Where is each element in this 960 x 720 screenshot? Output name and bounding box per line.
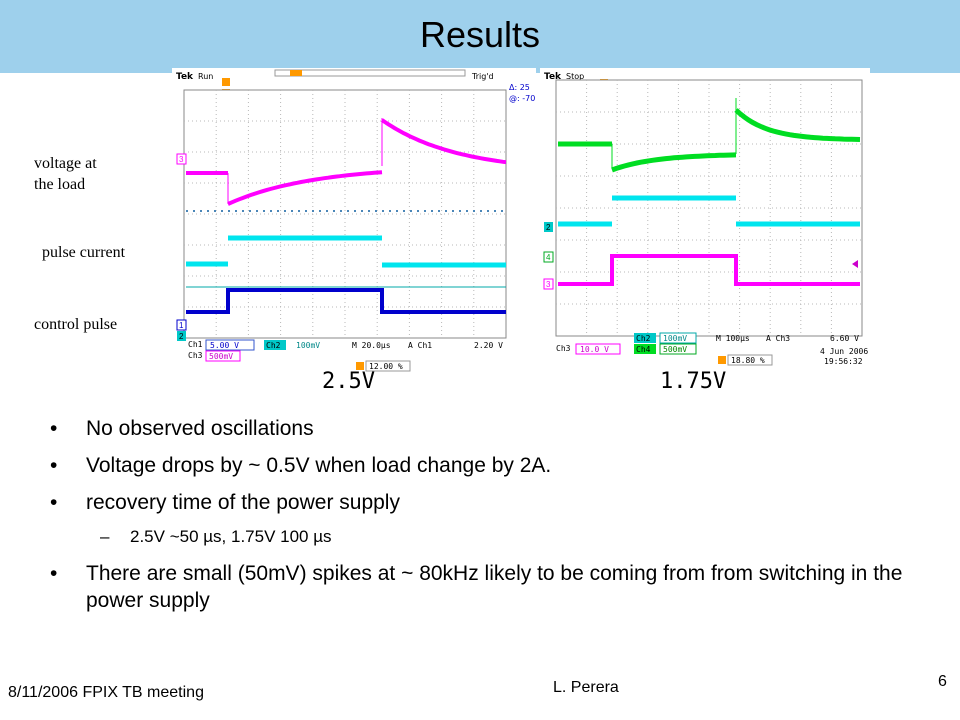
bullet-text: There are small (50mV) spikes at ~ 80kHz… [86, 562, 903, 612]
scope-left-record-window [290, 70, 302, 76]
scope-right-channel-markers: 2 4 3 [543, 222, 858, 290]
scope-right-date: 4 Jun 2006 [820, 347, 868, 356]
scope-right-trig-pos: 18.80 % [731, 356, 765, 365]
scope-left-ch1-scale: 5.00 V [210, 341, 239, 350]
trace-ch1-control-pulse [186, 288, 506, 314]
scope-left-ch2-label: Ch2 [266, 341, 281, 350]
scope-right-trig-level: 6.60 V [830, 334, 859, 343]
bullet-item: • There are small (50mV) spikes at ~ 80kH… [50, 560, 930, 614]
scope-left-marker-2: 2 [179, 332, 184, 341]
scope-right: Tek Stop 2 4 3 Ch2 100mV M 100µs A Ch3 6… [540, 68, 870, 376]
voltage-label-1-75v: 1.75V [660, 369, 727, 394]
title-bar [0, 0, 960, 73]
bullet-dot: • [50, 454, 58, 477]
scope-right-state: Stop [566, 72, 584, 81]
scope-left-ch1-label: Ch1 [188, 340, 203, 349]
sub-bullet-text: 2.5V ~50 µs, 1.75V 100 µs [130, 527, 332, 546]
scope-left-trig-pos: 12.00 % [369, 362, 403, 371]
scope-right-ch4-scale: 500mV [663, 345, 687, 354]
label-voltage-line1: voltage at [34, 155, 97, 172]
scope-left-cursor-at: @: -70 [509, 94, 535, 103]
trace-ch4-recovery [611, 152, 737, 173]
label-voltage-line2: the load [34, 176, 86, 193]
label-pulse-current: pulse current [42, 244, 126, 261]
trace-ch4-overshoot [734, 108, 861, 142]
scope-right-marker-3: 3 [546, 280, 551, 289]
label-voltage-at-load: voltage at the load [34, 153, 97, 195]
scope-right-time: 19:56:32 [824, 357, 863, 366]
scope-right-ch3-scale: 10.0 V [580, 345, 609, 354]
scope-left-state: Run [198, 72, 213, 81]
scope-right-brand: Tek [544, 72, 562, 82]
scope-left-ch2-scale: 100mV [296, 341, 320, 350]
bullet-dot: • [50, 491, 58, 514]
scope-right-trigger-level-arrow [852, 260, 858, 268]
scope-left-trig-level: 2.20 V [474, 341, 503, 350]
bullet-item: • recovery time of the power supply [50, 489, 930, 516]
bullet-text: Voltage drops by ~ 0.5V when load change… [86, 454, 552, 477]
scope-right-trig-src: A Ch3 [766, 334, 790, 343]
bullet-dot: • [50, 562, 58, 585]
bullet-text: recovery time of the power supply [86, 491, 400, 514]
footer-author: L. Perera [553, 679, 619, 696]
scope-left-svg: Tek Run Trig'd Δ: 25 @: -70 3 1 2 Ch1 5.… [172, 68, 536, 376]
trace-ch3-recovery [227, 170, 383, 206]
scope-right-ch2-label: Ch2 [636, 334, 651, 343]
trace-ch3-control-pulse [558, 254, 860, 286]
slide-title: Results [419, 14, 541, 55]
results-bullet-list: • No observed oscillations • Voltage drops… [50, 415, 930, 624]
trace-ch3-overshoot [380, 118, 507, 165]
scope-left-trigger-marker [222, 78, 230, 86]
scope-left-marker-3: 3 [179, 155, 184, 164]
scope-left-cursor-delta: Δ: 25 [509, 83, 530, 92]
sub-bullet-item: – 2.5V ~50 µs, 1.75V 100 µs [50, 526, 930, 548]
scope-right-marker-4: 4 [546, 253, 551, 262]
scope-left-ch3-label: Ch3 [188, 351, 203, 360]
bullet-dot: • [50, 417, 58, 440]
bullet-item: • Voltage drops by ~ 0.5V when load chang… [50, 452, 930, 479]
scope-left-brand: Tek [176, 72, 194, 82]
voltage-label-2-5v: 2.5V [322, 369, 375, 394]
bullet-item: • No observed oscillations [50, 415, 930, 442]
scope-left-trigger: Trig'd [471, 72, 494, 81]
scope-right-ch3-label: Ch3 [556, 344, 571, 353]
scope-left: Tek Run Trig'd Δ: 25 @: -70 3 1 2 Ch1 5.… [172, 68, 536, 376]
footer-date-event: 8/11/2006 FPIX TB meeting [8, 684, 204, 701]
sub-bullet-dash: – [100, 527, 110, 546]
scope-right-ch2-scale: 100mV [663, 334, 687, 343]
scope-left-marker-1: 1 [179, 321, 184, 330]
footer-page-number: 6 [938, 673, 947, 690]
label-control-pulse: control pulse [34, 316, 118, 333]
scope-right-timebase: M 100µs [716, 334, 750, 343]
scope-right-ch4-label: Ch4 [636, 345, 651, 354]
scope-left-timebase: M 20.0µs [352, 341, 391, 350]
scope-right-marker-2: 2 [546, 223, 551, 232]
bullet-text: No observed oscillations [86, 417, 314, 440]
scope-right-svg: Tek Stop 2 4 3 Ch2 100mV M 100µs A Ch3 6… [540, 68, 870, 376]
scope-left-channel-markers: 3 1 2 [176, 153, 187, 341]
scope-left-trig-src: A Ch1 [408, 341, 432, 350]
scope-left-ch3-scale: 500mV [209, 352, 233, 361]
